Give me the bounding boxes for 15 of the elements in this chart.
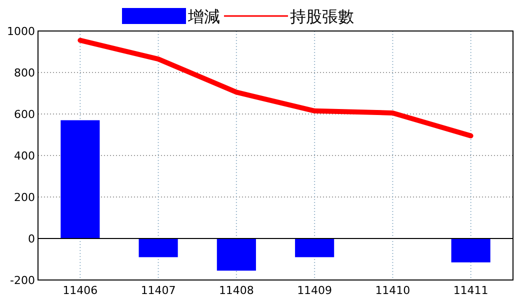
y-tick-label: 600	[14, 108, 35, 121]
x-tick-label: 11411	[453, 284, 488, 297]
x-tick-label: 11407	[140, 284, 176, 297]
x-tick-label: 11408	[218, 284, 254, 297]
y-tick-label: 200	[14, 190, 35, 204]
x-tick-label: 11409	[297, 284, 332, 297]
legend-label: 持股張數	[290, 7, 354, 26]
x-tick-label: 11406	[62, 284, 98, 297]
x-tick-label: 11410	[375, 284, 410, 297]
y-tick-label: -200	[10, 274, 35, 287]
y-tick-label: 0	[28, 232, 35, 246]
y-tick-label: 800	[14, 66, 35, 80]
y-tick-label: 1000	[7, 24, 35, 38]
y-tick-label: 400	[14, 149, 35, 162]
legend-label: 增減	[187, 7, 220, 26]
